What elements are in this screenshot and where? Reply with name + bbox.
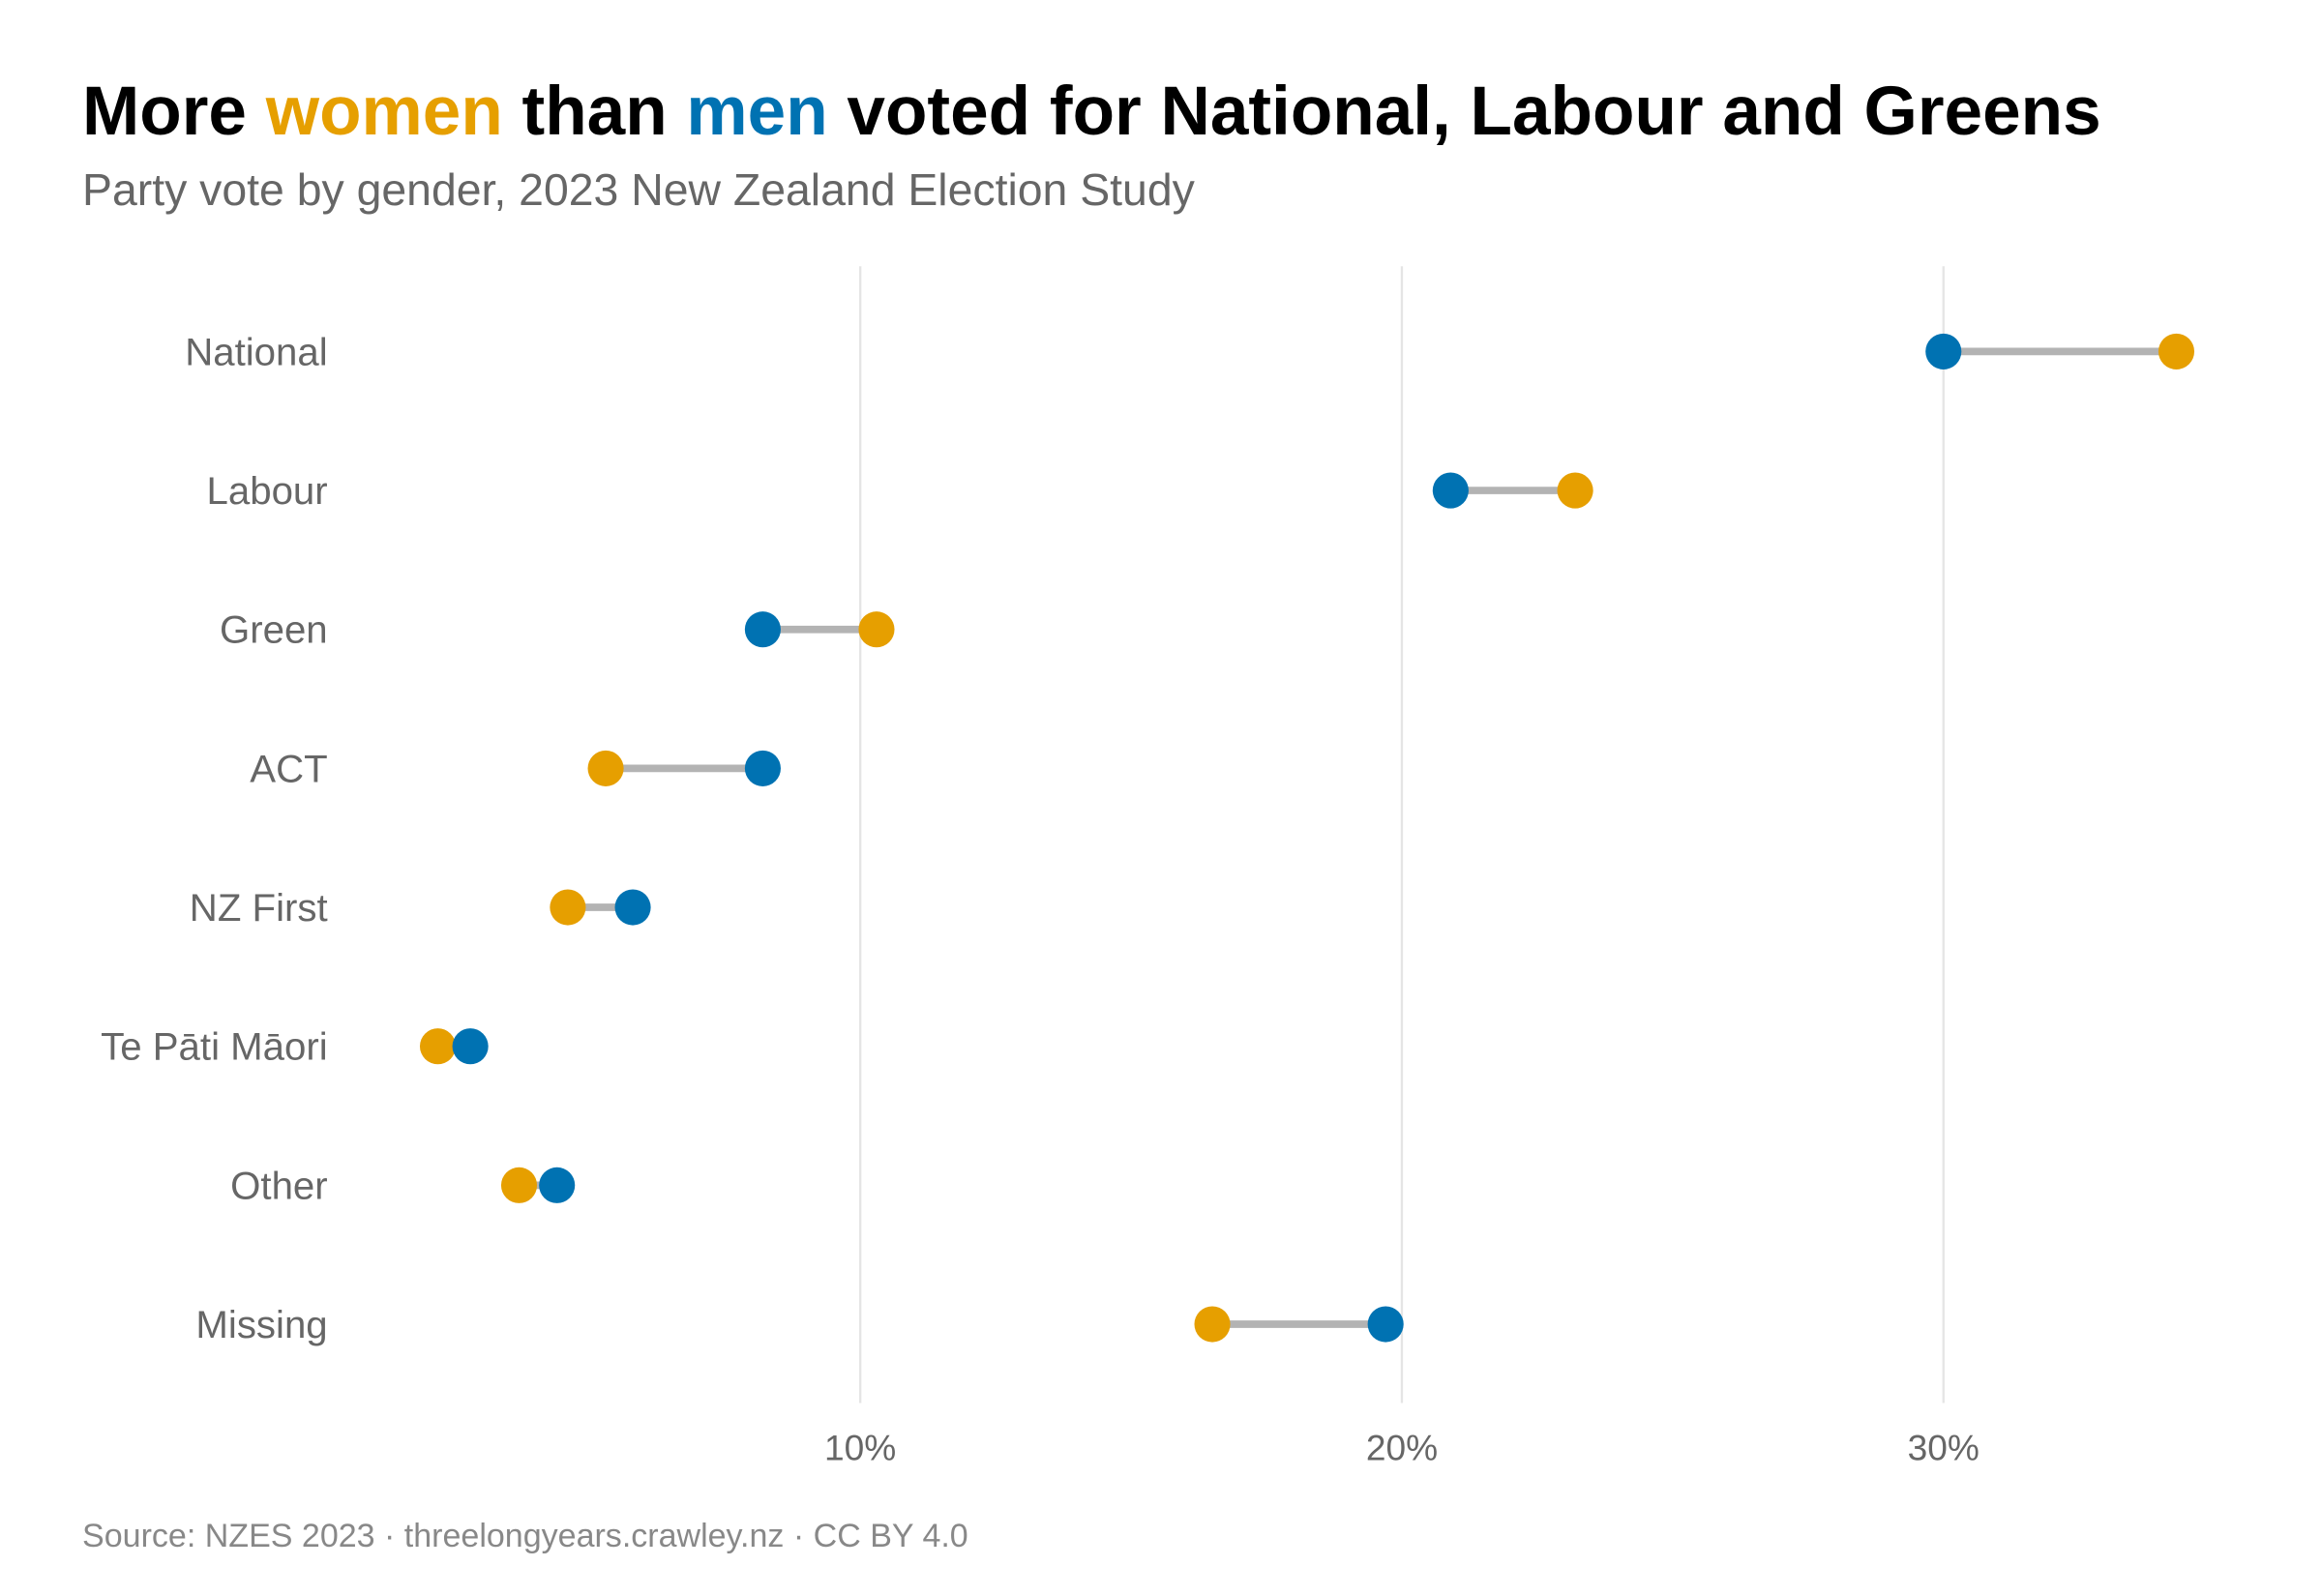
chart-subtitle: Party vote by gender, 2023 New Zealand E… xyxy=(82,164,1196,215)
category-label: Other xyxy=(230,1164,328,1207)
category-label: ACT xyxy=(250,747,327,790)
point-women xyxy=(1557,472,1593,509)
x-tick-label: 10% xyxy=(824,1427,896,1467)
category-label: NZ First xyxy=(190,886,328,930)
point-men xyxy=(744,750,781,786)
point-men xyxy=(744,611,781,648)
title-text: More xyxy=(82,74,266,150)
category-label: National xyxy=(185,330,327,373)
point-women xyxy=(2158,333,2195,369)
point-women xyxy=(858,611,895,648)
title-men: men xyxy=(686,74,827,150)
point-men xyxy=(1367,1306,1404,1343)
category-label: Missing xyxy=(195,1303,327,1346)
point-women xyxy=(1194,1306,1231,1343)
point-men xyxy=(539,1167,576,1203)
point-men xyxy=(614,889,651,926)
category-label: Green xyxy=(220,608,328,652)
x-tick-label: 30% xyxy=(1908,1427,1980,1467)
category-label: Te Pāti Māori xyxy=(101,1025,328,1069)
x-tick-label: 20% xyxy=(1366,1427,1438,1467)
category-label: Labour xyxy=(207,469,328,513)
title-women: women xyxy=(265,74,503,150)
title-text: than xyxy=(503,74,687,150)
chart-title: More women than men voted for National, … xyxy=(82,74,2101,150)
point-women xyxy=(550,889,586,926)
point-women xyxy=(419,1028,457,1065)
point-men xyxy=(1432,472,1469,509)
point-men xyxy=(452,1028,489,1065)
point-men xyxy=(1925,333,1962,369)
title-text: voted for National, Labour and Greens xyxy=(828,74,2101,150)
caption: Source: NZES 2023 · threelongyears.crawl… xyxy=(82,1518,968,1554)
point-women xyxy=(500,1167,538,1203)
point-women xyxy=(587,750,624,786)
